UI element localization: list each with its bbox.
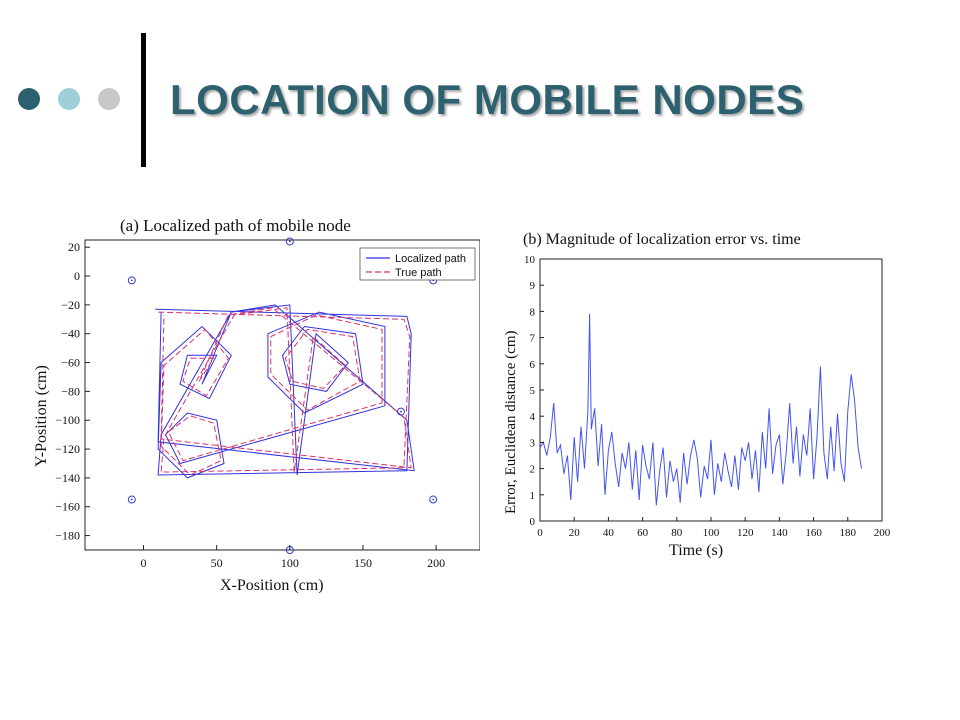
anchor-node-center (130, 498, 133, 501)
series-true-path (158, 307, 412, 476)
chart-b-xtick-label: 100 (703, 527, 720, 539)
chart-b-ytick-label: 1 (530, 490, 536, 502)
anchor-node-center (288, 240, 291, 243)
chart-b-ytick-label: 5 (530, 385, 536, 397)
anchor-node-center (432, 498, 435, 501)
chart-b-ytick-label: 4 (530, 411, 536, 423)
chart-b-plot-frame (539, 258, 883, 522)
chart-a-ytick-label: 20 (68, 240, 80, 254)
chart-localization-error: (b) Magnitude of localization error vs. … (503, 231, 891, 559)
bullet-dot-gray (98, 88, 120, 110)
anchor-node-marker (127, 495, 136, 504)
chart-b-xtick-label: 0 (537, 527, 543, 539)
chart-a-ytick-label: −140 (55, 471, 80, 485)
chart-b-xtick-label: 160 (805, 527, 822, 539)
chart-b-ytick-label: 9 (530, 280, 536, 292)
bullet-dot-dark (18, 88, 40, 110)
chart-b-ytick-label: 3 (530, 437, 536, 449)
anchor-node-center (130, 279, 133, 282)
slide-title: LOCATION OF MOBILE NODES (170, 76, 805, 123)
chart-a-ytick-label: −100 (55, 413, 80, 427)
chart-a-xtick-label: 150 (354, 556, 372, 570)
chart-b-xtick-label: 60 (637, 527, 649, 539)
anchor-node-marker (397, 407, 405, 416)
chart-a-ytick-label: −80 (61, 384, 80, 398)
chart-b-ytick-label: 0 (530, 516, 536, 528)
chart-a-ytick-label: −120 (55, 442, 80, 456)
chart-b-ytick-label: 10 (524, 254, 536, 266)
chart-a-ytick-label: −60 (61, 356, 80, 370)
chart-b-xtick-label: 200 (874, 527, 891, 539)
chart-a-ylabel: Y-Position (cm) (33, 365, 50, 467)
chart-b-xlabel: Time (s) (669, 542, 723, 559)
chart-a-ytick-label: −160 (55, 500, 80, 514)
legend-true-label: True path (395, 267, 442, 279)
chart-b-xtick-label: 20 (569, 527, 581, 539)
chart-b-ytick-label: 6 (530, 359, 536, 371)
title-divider (141, 33, 146, 167)
chart-a-xtick-label: 50 (211, 556, 223, 570)
chart-b-xtick-label: 120 (737, 527, 754, 539)
bullet-dot-teal (58, 88, 80, 110)
chart-a-title: (a) Localized path of mobile node (120, 216, 351, 235)
chart-a-xtick-label: 0 (141, 556, 147, 570)
anchor-node-marker (429, 495, 438, 504)
chart-b-ytick-label: 2 (530, 464, 536, 476)
anchor-node-marker (127, 276, 136, 285)
series-localized-path (155, 304, 415, 479)
anchor-node-center (400, 410, 402, 413)
chart-b-ytick-label: 8 (530, 306, 536, 318)
chart-localized-path: (a) Localized path of mobile node 0 50 100… (33, 216, 480, 594)
series-error-line (539, 313, 862, 506)
chart-a-xtick-label: 100 (281, 556, 299, 570)
anchor-node-marker (285, 237, 294, 246)
chart-a-legend: Localized path True path (359, 247, 476, 281)
chart-a-ytick-label: −180 (55, 529, 80, 543)
chart-a-ytick-label: 0 (74, 269, 80, 283)
chart-a-xlabel: X-Position (cm) (220, 577, 324, 594)
chart-b-title: (b) Magnitude of localization error vs. … (523, 231, 801, 248)
chart-b-xtick-label: 80 (671, 527, 683, 539)
chart-b-xtick-label: 40 (603, 527, 615, 539)
chart-b-xtick-label: 180 (840, 527, 857, 539)
chart-a-ytick-label: −40 (61, 327, 80, 341)
chart-a-ytick-label: −20 (61, 298, 80, 312)
chart-b-ytick-label: 7 (530, 333, 536, 345)
legend-localized-label: Localized path (395, 253, 466, 265)
chart-b-xtick-label: 140 (771, 527, 788, 539)
chart-a-plot-frame (84, 239, 480, 551)
chart-b-ylabel: Error, Euclidean distance (cm) (503, 331, 519, 514)
chart-a-xtick-label: 200 (427, 556, 445, 570)
